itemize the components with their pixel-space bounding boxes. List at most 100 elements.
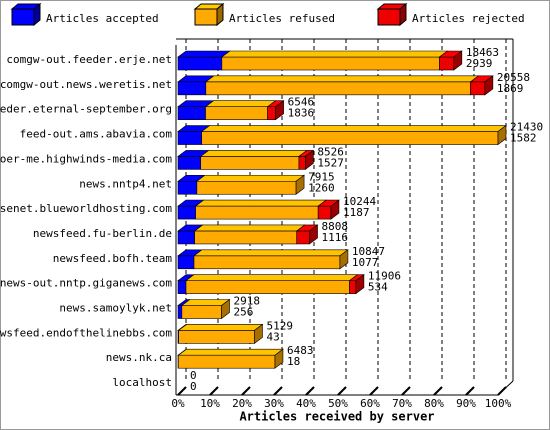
bar <box>177 255 195 270</box>
legend-label: Articles accepted <box>46 12 159 25</box>
bar-side <box>221 298 230 320</box>
x-tick-label: 0% <box>171 397 185 410</box>
x-tick-label: 10% <box>200 397 220 410</box>
value-label: 18 <box>287 355 300 368</box>
bar-side <box>274 348 284 369</box>
value-label: 534 <box>368 281 388 294</box>
bar-side <box>484 75 494 96</box>
value-label: 0 <box>190 369 197 382</box>
bar <box>194 230 298 245</box>
value-label: 11906 <box>368 270 401 283</box>
value-label: 1187 <box>343 206 370 219</box>
plot-back <box>184 39 513 381</box>
bar-top <box>193 224 306 232</box>
bar <box>185 280 350 294</box>
bar <box>177 230 195 245</box>
bar-top <box>195 174 305 182</box>
bar <box>177 280 187 294</box>
tick-mark <box>337 386 347 396</box>
x-tick-label: 40% <box>296 397 316 410</box>
y-tick-label: news-out.nntp.giganews.com <box>0 277 172 290</box>
legend-swatch-side <box>33 2 41 27</box>
bar <box>193 255 341 270</box>
bar-top <box>177 348 284 356</box>
bar <box>196 180 297 195</box>
y-tick-label: newsfeed.fu-berlin.de <box>33 227 172 240</box>
bar-side <box>453 50 463 71</box>
y-tick-label: comgw-out.feeder.erje.net <box>6 53 172 66</box>
tick-mark <box>369 386 379 396</box>
bar <box>178 330 255 344</box>
x-tick-label: 60% <box>360 397 380 410</box>
value-label: 1260 <box>308 181 335 194</box>
bar-top <box>204 75 480 83</box>
value-label: 10244 <box>343 195 376 208</box>
bar-side <box>295 174 305 195</box>
bar <box>205 81 471 96</box>
bar-top <box>177 324 264 331</box>
tick-mark <box>177 386 187 396</box>
bar-side <box>497 124 507 146</box>
y-tick-label: newsfeed.endofthelinebbs.com <box>0 326 172 339</box>
value-label: 2918 <box>234 295 261 308</box>
bar <box>317 205 332 220</box>
y-tick-label: voer-me.highwinds-media.com <box>0 152 172 165</box>
tick-mark <box>209 386 219 396</box>
tick-mark <box>401 386 411 396</box>
value-label: 18463 <box>466 46 499 59</box>
x-tick-label: 30% <box>264 397 284 410</box>
x-tick-label: 90% <box>456 397 476 410</box>
bar <box>177 106 206 120</box>
tick-mark <box>433 386 443 396</box>
value-label: 7915 <box>308 170 335 183</box>
y-tick-label: feed-out.ams.abavia.com <box>20 128 173 141</box>
bar-side <box>330 199 340 220</box>
value-label: 1527 <box>317 156 344 169</box>
bar <box>177 131 202 145</box>
value-label: 1836 <box>288 107 315 120</box>
bar-top <box>200 125 507 132</box>
y-tick-label: comgw-out.news.weretis.net <box>0 78 172 91</box>
value-label: 43 <box>266 330 279 343</box>
legend-swatch <box>11 8 35 26</box>
bar <box>177 305 183 319</box>
bar <box>177 156 202 170</box>
bar <box>267 106 276 120</box>
value-label: 1582 <box>510 132 537 145</box>
bar <box>178 354 276 369</box>
tick-mark <box>305 386 315 396</box>
y-tick-label: localhost <box>112 376 172 389</box>
value-label: 6546 <box>288 96 315 109</box>
value-label: 1116 <box>322 231 349 244</box>
y-tick-label: usenet.blueworldhosting.com <box>0 202 172 215</box>
bar-side <box>309 224 318 245</box>
bar <box>200 156 300 170</box>
bar-top <box>194 199 328 207</box>
y-tick-label: news.nntp4.net <box>79 177 172 190</box>
value-label: 256 <box>234 306 254 319</box>
legend-swatch <box>194 8 218 26</box>
value-label: 1077 <box>352 256 379 269</box>
value-label: 0 <box>190 380 197 393</box>
bar <box>205 106 268 120</box>
bar <box>201 131 499 145</box>
x-axis-label: Articles received by server <box>239 410 434 424</box>
bar <box>470 81 486 96</box>
tick-mark <box>273 386 283 396</box>
legend-swatch-side <box>216 2 224 27</box>
tick-mark <box>241 386 251 396</box>
tick-mark <box>497 386 507 396</box>
value-label: 21430 <box>510 121 543 134</box>
bar-top <box>220 50 449 58</box>
y-tick-label: newsfeed.bofh.team <box>53 252 173 265</box>
y-tick-label: news.samoylyk.net <box>59 302 172 315</box>
bar <box>195 205 319 220</box>
bar <box>177 205 196 220</box>
x-tick-label: 20% <box>232 397 252 410</box>
legend-swatch <box>377 8 401 26</box>
bar <box>177 81 207 96</box>
bar-side <box>305 149 314 170</box>
value-label: 5129 <box>266 319 293 332</box>
bar <box>221 56 440 71</box>
